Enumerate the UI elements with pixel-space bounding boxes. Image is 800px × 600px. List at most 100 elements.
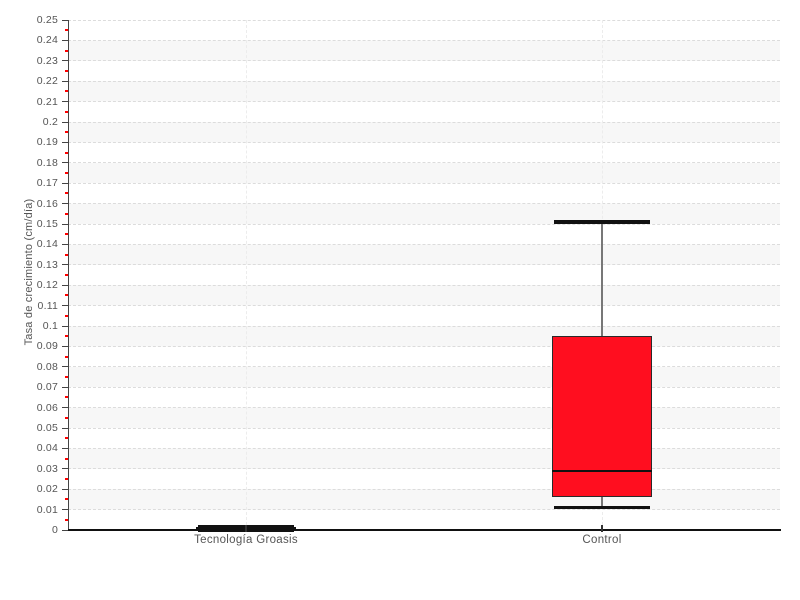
gridline	[68, 39, 780, 41]
gridline	[68, 366, 780, 368]
y-tick	[62, 468, 68, 470]
y-axis: 0 0.01 0.02 0.03 0.04 0.05 0.06 0.07 0.08 0.09 0.1…	[0, 14, 68, 536]
y-minor-tick	[65, 70, 68, 72]
gridline	[68, 162, 780, 164]
gridline	[68, 101, 780, 103]
y-minor-tick	[65, 416, 68, 419]
y-minor-tick	[65, 518, 68, 521]
y-tick	[62, 19, 68, 21]
y-tick	[62, 427, 68, 429]
y-axis-line	[68, 20, 69, 531]
gridline	[68, 80, 780, 82]
y-minor-tick	[65, 151, 68, 154]
gridline	[68, 182, 780, 184]
y-tick-label: 0.06	[36, 401, 58, 414]
y-tick-label: 0.02	[36, 482, 58, 495]
y-tick-label: 0.1	[42, 319, 58, 332]
box	[552, 336, 652, 498]
gridline	[68, 19, 780, 21]
y-minor-tick	[65, 437, 68, 440]
y-tick	[62, 60, 68, 62]
gridline	[68, 407, 780, 409]
whisker-cap	[554, 505, 650, 510]
x-tick-label: Tecnología Groasis	[194, 534, 298, 546]
gridline	[68, 60, 780, 62]
box-group	[68, 20, 780, 530]
y-minor-tick	[65, 49, 68, 52]
y-minor-tick	[65, 172, 68, 174]
gridline	[68, 243, 780, 245]
y-minor-tick	[65, 29, 68, 32]
y-tick-label: 0.21	[36, 95, 58, 108]
y-tick-label: 0.22	[36, 74, 58, 87]
x-axis: Tecnología Groasis Control	[68, 525, 780, 560]
y-tick-label: 0.15	[36, 217, 58, 230]
y-tick-label: 0.05	[36, 421, 58, 434]
y-tick	[62, 366, 68, 368]
gridline	[68, 386, 780, 388]
y-minor-tick	[65, 90, 68, 93]
gridline	[68, 264, 780, 266]
y-tick	[62, 488, 68, 490]
gridline	[68, 488, 780, 490]
whisker-cap	[554, 220, 650, 224]
gridline	[68, 223, 780, 225]
y-tick	[62, 182, 68, 184]
y-tick-label: 0.18	[36, 156, 58, 169]
gridline	[68, 325, 780, 327]
y-tick	[62, 121, 68, 123]
y-minor-tick	[65, 396, 68, 399]
y-minor-tick	[65, 253, 68, 256]
gridline	[68, 141, 780, 143]
y-tick	[62, 447, 68, 449]
gridline	[68, 509, 780, 511]
y-tick-label: 0.16	[36, 197, 58, 210]
y-minor-tick	[65, 335, 68, 338]
category-gridline	[245, 20, 247, 530]
y-tick	[62, 203, 68, 205]
y-tick-label: 0.08	[36, 360, 58, 373]
y-tick	[62, 284, 68, 286]
y-tick-label: 0.25	[36, 13, 58, 26]
plot-area	[68, 19, 780, 532]
y-tick-label: 0.11	[37, 299, 58, 312]
y-tick-label: 0.09	[36, 340, 58, 353]
y-minor-tick	[65, 233, 68, 236]
x-tick-label: Control	[582, 534, 622, 546]
y-minor-tick	[65, 131, 68, 134]
y-minor-tick	[65, 192, 68, 195]
y-tick	[62, 141, 68, 143]
y-tick	[62, 101, 68, 103]
y-tick	[62, 509, 68, 511]
y-minor-tick	[65, 110, 68, 113]
y-minor-tick	[65, 457, 68, 460]
y-minor-tick	[65, 478, 68, 480]
y-tick	[62, 529, 68, 531]
y-minor-tick	[65, 274, 68, 276]
y-tick	[62, 264, 68, 266]
gridline	[68, 345, 780, 347]
median-line	[552, 470, 652, 472]
y-tick	[62, 345, 68, 347]
y-tick-label: 0.13	[36, 258, 58, 271]
y-minor-tick	[65, 294, 68, 297]
gridline	[68, 427, 780, 429]
whisker-line	[601, 221, 603, 337]
y-tick	[62, 80, 68, 82]
y-tick-label: 0.24	[36, 34, 58, 47]
gridline	[68, 468, 780, 470]
y-minor-tick	[65, 498, 68, 501]
y-minor-tick	[65, 355, 68, 358]
y-tick	[62, 386, 68, 388]
y-minor-tick	[65, 314, 68, 317]
y-minor-tick	[65, 376, 68, 378]
y-tick-label: 0.19	[36, 136, 58, 149]
gridline	[68, 121, 780, 123]
y-tick-label: 0.07	[36, 380, 58, 393]
x-tick	[601, 525, 603, 532]
y-tick-label: 0.01	[36, 503, 58, 516]
x-tick	[245, 525, 247, 532]
y-tick-label: 0.2	[42, 115, 58, 128]
y-minor-tick	[65, 212, 68, 215]
y-tick	[62, 162, 68, 164]
